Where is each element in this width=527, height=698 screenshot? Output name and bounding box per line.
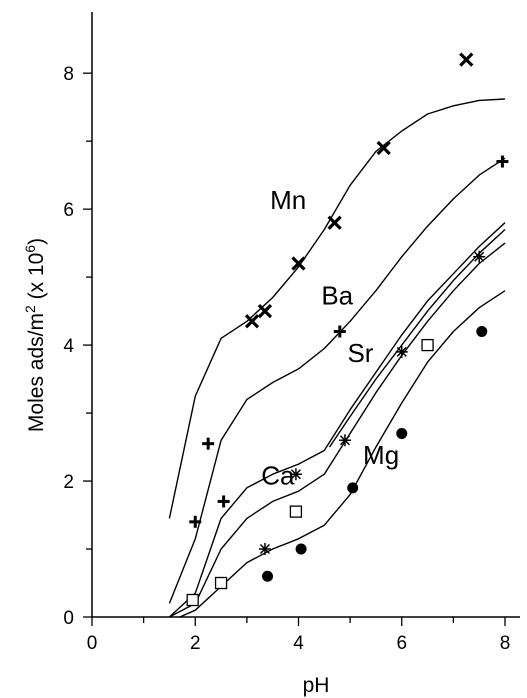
curve-ca bbox=[169, 242, 506, 618]
marker-shape bbox=[186, 593, 199, 607]
point-sr bbox=[395, 345, 408, 358]
point-ba bbox=[217, 495, 230, 508]
curve-ba bbox=[168, 157, 506, 604]
marker-stroke bbox=[339, 435, 350, 446]
point-ba bbox=[202, 437, 215, 450]
marker-stroke bbox=[327, 215, 342, 230]
y-tick-label: 0 bbox=[63, 608, 74, 629]
marker-shape bbox=[214, 576, 228, 590]
point-mg bbox=[347, 482, 359, 494]
marker-stroke bbox=[259, 543, 270, 555]
x-axis-label: pH bbox=[303, 674, 330, 697]
y-tick-label: 2 bbox=[63, 472, 74, 493]
marker-shape bbox=[476, 325, 488, 337]
point-sr bbox=[473, 250, 486, 263]
marker-stroke bbox=[396, 346, 407, 357]
marker-shape bbox=[295, 543, 307, 555]
marker-stroke bbox=[474, 251, 485, 262]
point-mg bbox=[262, 570, 274, 582]
y-axis-label: Moles ads/m2 (x 106) bbox=[22, 238, 48, 432]
point-ca bbox=[214, 576, 228, 590]
y-tick-label: 6 bbox=[63, 200, 74, 221]
marker-stroke bbox=[244, 314, 260, 329]
series-label-ba: Ba bbox=[321, 280, 353, 310]
point-sr bbox=[289, 468, 302, 481]
marker-stroke bbox=[376, 140, 391, 156]
marker-shape bbox=[289, 505, 303, 518]
curve-mg bbox=[179, 290, 506, 618]
marker-stroke bbox=[290, 469, 301, 480]
point-mg bbox=[396, 427, 408, 439]
curve-ca-2 bbox=[328, 228, 506, 448]
point-ba bbox=[333, 325, 346, 338]
x-tick-label: 0 bbox=[87, 633, 98, 654]
marker-stroke bbox=[291, 256, 306, 271]
x-tick-label: 4 bbox=[293, 633, 304, 654]
x-tick-label: 8 bbox=[500, 633, 511, 654]
marker-shape bbox=[262, 570, 274, 582]
point-mg bbox=[476, 325, 488, 337]
point-ba bbox=[189, 515, 202, 528]
point-sr bbox=[338, 434, 351, 447]
point-mn bbox=[244, 314, 260, 329]
point-ca bbox=[289, 505, 303, 518]
point-mn bbox=[459, 52, 474, 67]
marker-shape bbox=[347, 482, 359, 494]
series-label-ca: Ca bbox=[261, 460, 295, 490]
series-label-mg: Mg bbox=[363, 440, 399, 470]
x-tick-label: 6 bbox=[396, 633, 407, 654]
point-sr bbox=[258, 543, 271, 556]
x-tick-label: 2 bbox=[190, 633, 201, 654]
data-points bbox=[186, 52, 509, 607]
point-mg bbox=[295, 543, 307, 555]
y-tick-label: 4 bbox=[63, 336, 74, 357]
point-ca bbox=[421, 338, 434, 352]
point-mn bbox=[376, 140, 391, 156]
y-tick-label: 8 bbox=[63, 64, 74, 85]
marker-shape bbox=[421, 338, 434, 352]
marker-stroke bbox=[459, 52, 474, 67]
point-ba bbox=[496, 155, 509, 168]
point-mn bbox=[327, 215, 342, 230]
point-mn bbox=[257, 303, 273, 319]
curve-mn bbox=[168, 98, 506, 519]
axes: 0 2 4 6 8 0 2 4 6 8 bbox=[63, 12, 520, 654]
marker-stroke bbox=[257, 303, 273, 319]
point-ca bbox=[186, 593, 199, 607]
series-label-sr: Sr bbox=[347, 338, 373, 368]
series-labels: Mn Ba Sr Ca Mg bbox=[261, 185, 399, 490]
point-mn bbox=[291, 256, 306, 271]
series-label-mn: Mn bbox=[270, 185, 306, 215]
marker-shape bbox=[396, 427, 408, 439]
model-curves bbox=[168, 98, 506, 618]
curve-sr bbox=[168, 222, 506, 618]
